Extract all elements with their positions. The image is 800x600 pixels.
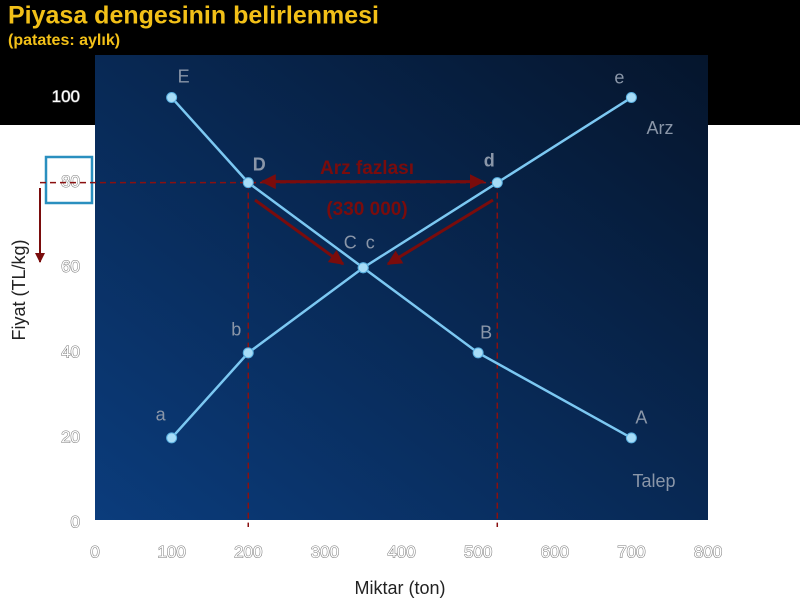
y-tick-label: 80 (61, 172, 80, 191)
point-label: d (484, 150, 495, 170)
point-label: e (614, 67, 624, 87)
point-label: A (635, 408, 647, 428)
data-point (625, 432, 637, 444)
title: Piyasa dengesinin belirlenmesi (8, 2, 379, 30)
data-point (491, 177, 503, 189)
plot-area (95, 55, 708, 520)
x-tick-label: 600 (541, 542, 569, 561)
data-point (166, 432, 178, 444)
data-point (357, 262, 369, 274)
series-label: Talep (632, 471, 675, 491)
arrow (386, 198, 494, 266)
subtitle: (patates: aylık) (8, 32, 120, 49)
x-axis-label: Miktar (ton) (354, 578, 445, 598)
data-point (242, 177, 254, 189)
surplus-amount: (330 000) (326, 199, 407, 220)
point-label: E (178, 66, 190, 86)
x-tick-label: 500 (464, 542, 492, 561)
highlight-box (44, 155, 94, 205)
y-tick-label: 100 (52, 87, 80, 106)
arrow (254, 198, 345, 266)
y-tick-label: 20 (61, 427, 80, 446)
surplus-label: Arz fazlası (320, 158, 414, 179)
data-point (242, 347, 254, 359)
point-label: D (253, 154, 266, 174)
point-label: b (231, 320, 241, 340)
point-label: C (344, 232, 357, 252)
x-tick-label: 700 (617, 542, 645, 561)
data-point (472, 347, 484, 359)
x-tick-label: 300 (311, 542, 339, 561)
y-axis-label: Fiyat (TL/kg) (9, 239, 29, 340)
series-label: Arz (647, 118, 674, 138)
data-point (625, 92, 637, 104)
point-label: a (156, 405, 167, 425)
x-tick-label: 0 (90, 542, 99, 561)
x-tick-label: 800 (694, 542, 722, 561)
point-label: c (366, 232, 375, 252)
x-tick-label: 400 (387, 542, 415, 561)
x-tick-label: 100 (157, 542, 185, 561)
y-tick-label: 60 (61, 257, 80, 276)
point-label: B (480, 323, 492, 343)
data-point (166, 92, 178, 104)
y-tick-label: 0 (71, 512, 80, 531)
y-tick-label: 40 (61, 342, 80, 361)
x-tick-label: 200 (234, 542, 262, 561)
